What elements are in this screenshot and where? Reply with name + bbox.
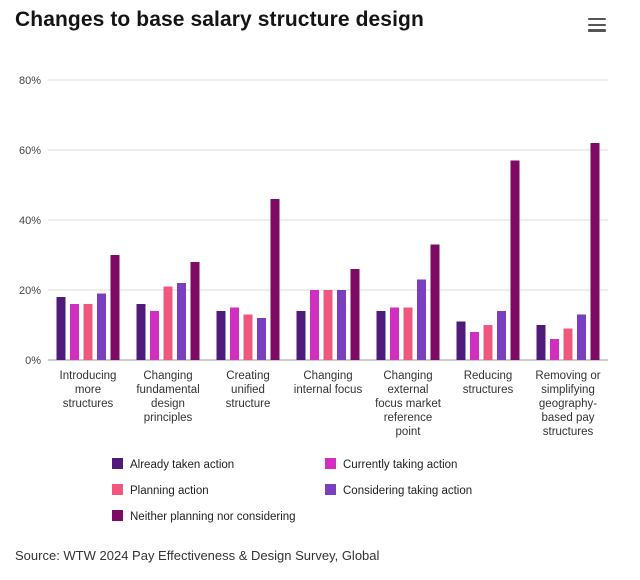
bar[interactable] [417,279,426,361]
legend: Already taken action Currently taking act… [112,458,472,523]
bar-chart: 0% 20% 40% 60% 80% Introducing more structures… [19,75,608,523]
legend-swatch [112,484,123,495]
x-category-label: Creating unified structure [226,370,271,410]
legend-label: Already taken action [130,459,234,471]
legend-item[interactable]: Planning action [112,484,209,497]
bar[interactable] [510,160,520,361]
bar[interactable] [177,283,186,360]
bar[interactable] [350,269,360,360]
legend-swatch [112,458,123,469]
bars [56,143,600,361]
bar[interactable] [190,262,200,360]
hamburger-menu-icon[interactable] [588,18,606,32]
bar[interactable] [243,314,253,361]
bar[interactable] [163,286,173,361]
x-category-label: Removing or simplifying geography-based pa… [535,370,600,438]
bar[interactable] [97,293,106,361]
bar[interactable] [403,307,413,361]
legend-label: Currently taking action [343,459,457,471]
bar[interactable] [577,314,586,361]
bar[interactable] [56,297,66,360]
bar[interactable] [110,255,120,360]
bar[interactable] [310,290,319,360]
bar[interactable] [257,318,266,360]
bar[interactable] [470,332,479,360]
x-category-label: Changing fundamental design principles [136,370,199,424]
bar[interactable] [376,311,386,360]
legend-item[interactable]: Already taken action [112,458,234,471]
x-category-label: Reducing structures [463,370,514,396]
bar[interactable] [70,304,79,360]
legend-item[interactable]: Considering taking action [325,484,472,497]
bar[interactable] [430,244,440,361]
y-axis-ticks: 0% 20% 40% 60% 80% [19,75,41,367]
bar[interactable] [83,304,93,360]
source-note: Source: WTW 2024 Pay Effectiveness & Des… [15,548,380,563]
legend-label: Planning action [130,485,209,497]
bar[interactable] [550,339,559,360]
x-category-label: Changing internal focus [294,370,363,396]
bar[interactable] [216,311,226,360]
bar[interactable] [270,199,280,360]
legend-swatch [325,458,336,469]
bar[interactable] [150,311,159,360]
bar[interactable] [337,290,346,360]
legend-swatch [112,510,123,521]
y-tick-label: 60% [19,145,41,157]
bar[interactable] [296,311,306,360]
legend-label: Neither planning nor considering [130,511,296,523]
bar[interactable] [136,304,146,360]
bar[interactable] [497,311,506,360]
bar[interactable] [536,325,546,360]
x-category-label: Changing external focus market reference poi… [375,370,442,438]
legend-swatch [325,484,336,495]
bar[interactable] [323,290,333,360]
bar[interactable] [390,307,399,361]
bar[interactable] [563,328,573,361]
bar[interactable] [483,325,493,360]
bar[interactable] [456,321,466,361]
y-tick-label: 40% [19,215,41,227]
legend-item[interactable]: Currently taking action [325,458,457,471]
x-axis-labels: Introducing more structures Changing fundame… [60,370,601,438]
y-tick-label: 80% [19,75,41,87]
bar[interactable] [590,143,600,360]
legend-item[interactable]: Neither planning nor considering [112,510,296,523]
y-tick-label: 20% [19,285,41,297]
y-tick-label: 0% [25,355,41,367]
bar[interactable] [230,307,239,361]
chart-title: Changes to base salary structure design [15,8,424,31]
x-category-label: Introducing more structures [60,370,117,410]
legend-label: Considering taking action [343,485,472,497]
